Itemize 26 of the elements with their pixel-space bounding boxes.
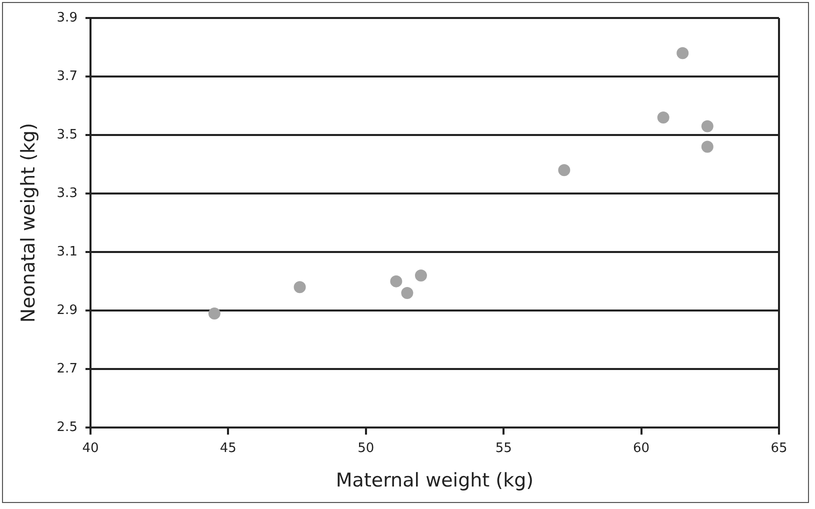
x-tick-label: 65 [770,440,788,456]
y-tick-label: 2.9 [56,302,78,318]
point [390,275,402,288]
x-tick-label: 50 [358,440,374,456]
point [208,307,220,320]
point [294,281,306,294]
x-tick-label: 45 [220,440,236,456]
point [401,287,414,300]
y-tick-label: 3.7 [56,68,78,84]
y-tick-label: 2.5 [56,420,78,435]
point [414,269,427,282]
point [676,47,689,60]
y-tick-label: 3.9 [56,10,78,26]
y-tick-label: 3.1 [56,244,78,260]
y-tick-label: 2.7 [56,361,78,376]
x-tick-label: 55 [495,440,512,456]
point [558,164,570,176]
x-tick-label: 60 [633,440,650,456]
point [657,111,670,124]
x-tick-label: 40 [82,440,99,456]
y-axis-title: Neonatal weight (kg) [17,122,40,323]
point [701,120,714,132]
x-axis-title: Maternal weight (kg) [336,470,534,492]
y-tick-label: 3.5 [56,127,78,142]
point [701,140,714,153]
y-tick-label: 3.3 [56,186,78,201]
